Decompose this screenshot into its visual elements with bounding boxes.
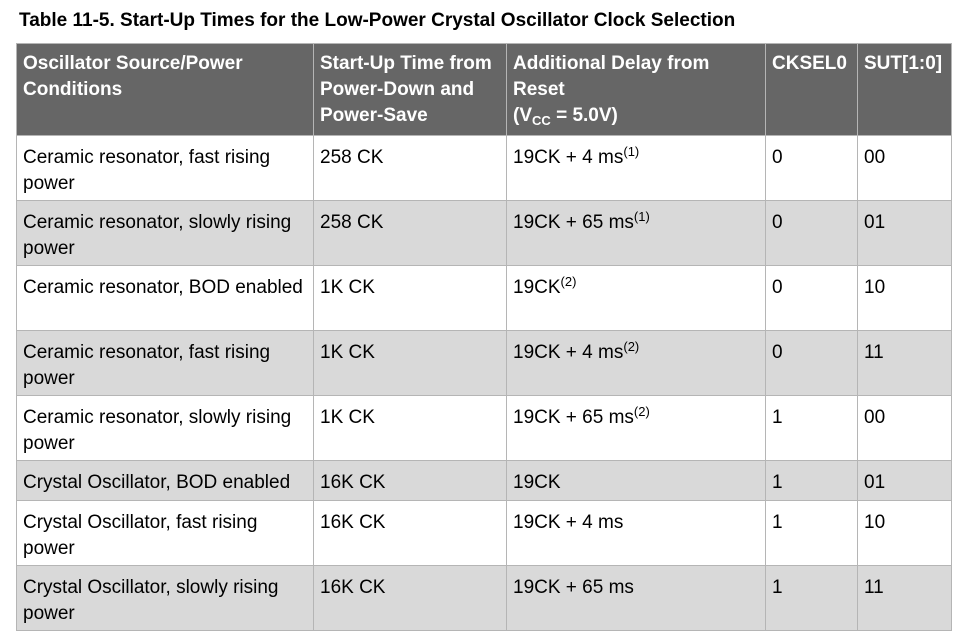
delay-value: 19CK + 4 ms: [513, 342, 624, 363]
cell-sut: 00: [857, 135, 952, 201]
cell-cksel0: 1: [765, 395, 858, 461]
table-row: Ceramic resonator, fast rising power 1K …: [16, 330, 952, 396]
footnote-ref: (2): [633, 404, 650, 419]
cell-sut: 11: [857, 330, 952, 396]
footnote-ref: (2): [623, 339, 640, 354]
header-startup-time: Start-Up Time from Power-Down and Power-…: [313, 43, 507, 136]
cell-source: Ceramic resonator, fast rising power: [16, 135, 314, 201]
cell-startup: 16K CK: [313, 460, 507, 501]
cell-source: Ceramic resonator, fast rising power: [16, 330, 314, 396]
cell-delay: 19CK + 4 ms(1): [506, 135, 766, 201]
header-delay-text: Additional Delay from Reset: [513, 53, 710, 100]
header-sut: SUT[1:0]: [857, 43, 952, 136]
delay-value: 19CK: [513, 277, 561, 298]
header-cksel0: CKSEL0: [765, 43, 858, 136]
header-delay-cc: CC: [532, 113, 551, 128]
header-additional-delay: Additional Delay from Reset (VCC = 5.0V): [506, 43, 766, 136]
footnote-ref: (1): [623, 144, 640, 159]
cell-startup: 1K CK: [313, 330, 507, 396]
cell-cksel0: 0: [765, 330, 858, 396]
delay-value: 19CK + 65 ms: [513, 212, 634, 233]
table-caption: Table 11-5. Start-Up Times for the Low-P…: [19, 10, 736, 31]
cell-source: Ceramic resonator, slowly rising power: [16, 200, 314, 266]
cell-delay: 19CK + 4 ms(2): [506, 330, 766, 396]
delay-value: 19CK + 65 ms: [513, 407, 634, 428]
table-row: Ceramic resonator, fast rising power 258…: [16, 135, 952, 201]
delay-value: 19CK + 65 ms: [513, 577, 634, 598]
cell-source: Crystal Oscillator, fast rising power: [16, 500, 314, 566]
cell-sut: 01: [857, 460, 952, 501]
cell-cksel0: 0: [765, 200, 858, 266]
cell-cksel0: 1: [765, 460, 858, 501]
cell-delay: 19CK: [506, 460, 766, 501]
cell-source: Ceramic resonator, BOD enabled: [16, 265, 314, 331]
table-row: Ceramic resonator, BOD enabled 1K CK 19C…: [16, 265, 952, 331]
cell-source: Crystal Oscillator, slowly rising power: [16, 565, 314, 631]
cell-cksel0: 1: [765, 500, 858, 566]
cell-startup: 258 CK: [313, 200, 507, 266]
table-row: Crystal Oscillator, fast rising power 16…: [16, 500, 952, 566]
header-delay-rest: = 5.0V): [550, 105, 618, 126]
cell-sut: 10: [857, 265, 952, 331]
delay-value: 19CK + 4 ms: [513, 147, 624, 168]
cell-cksel0: 1: [765, 565, 858, 631]
cell-startup: 1K CK: [313, 395, 507, 461]
cell-sut: 00: [857, 395, 952, 461]
cell-source: Ceramic resonator, slowly rising power: [16, 395, 314, 461]
cell-delay: 19CK + 65 ms: [506, 565, 766, 631]
startup-times-table: Oscillator Source/Power Conditions Start…: [16, 43, 952, 631]
cell-cksel0: 0: [765, 135, 858, 201]
cell-delay: 19CK + 65 ms(1): [506, 200, 766, 266]
footnote-ref: (2): [560, 274, 577, 289]
header-oscillator-source: Oscillator Source/Power Conditions: [16, 43, 314, 136]
cell-startup: 1K CK: [313, 265, 507, 331]
cell-sut: 11: [857, 565, 952, 631]
cell-delay: 19CK(2): [506, 265, 766, 331]
cell-startup: 258 CK: [313, 135, 507, 201]
cell-source: Crystal Oscillator, BOD enabled: [16, 460, 314, 501]
table-row: Ceramic resonator, slowly rising power 2…: [16, 200, 952, 266]
table-header-row: Oscillator Source/Power Conditions Start…: [16, 43, 952, 136]
cell-startup: 16K CK: [313, 565, 507, 631]
cell-delay: 19CK + 4 ms: [506, 500, 766, 566]
header-delay-v: V: [519, 105, 533, 126]
table-row: Crystal Oscillator, BOD enabled 16K CK 1…: [16, 460, 952, 501]
table-row: Crystal Oscillator, slowly rising power …: [16, 565, 952, 631]
footnote-ref: (1): [633, 209, 650, 224]
cell-cksel0: 0: [765, 265, 858, 331]
delay-value: 19CK: [513, 472, 561, 493]
cell-sut: 01: [857, 200, 952, 266]
cell-sut: 10: [857, 500, 952, 566]
table-row: Ceramic resonator, slowly rising power 1…: [16, 395, 952, 461]
cell-delay: 19CK + 65 ms(2): [506, 395, 766, 461]
cell-startup: 16K CK: [313, 500, 507, 566]
delay-value: 19CK + 4 ms: [513, 512, 624, 533]
